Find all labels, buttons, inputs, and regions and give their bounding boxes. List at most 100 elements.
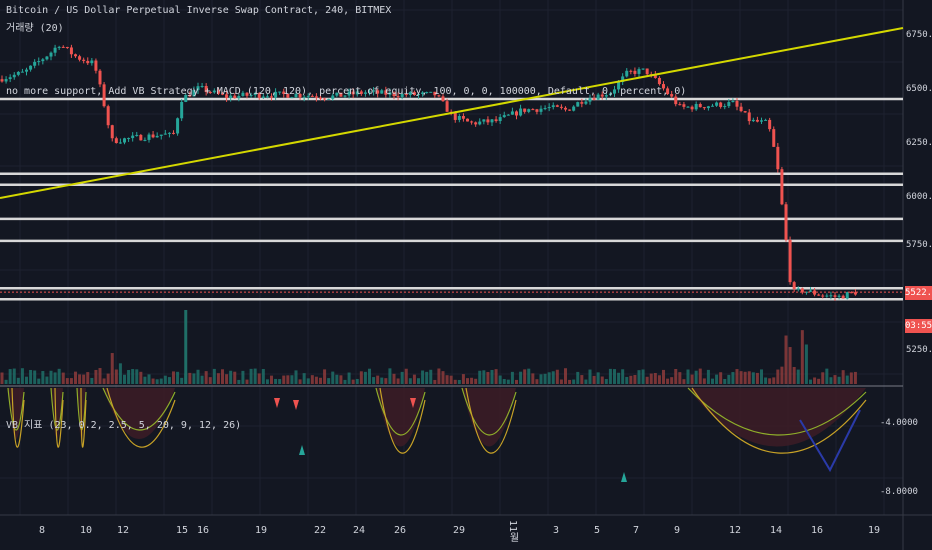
candle-body — [784, 204, 788, 240]
candle-body — [645, 68, 649, 75]
volume-bar — [662, 369, 665, 384]
volume-bar — [41, 371, 45, 384]
volume-bar — [498, 375, 502, 384]
indicator-band-fill — [51, 388, 63, 439]
volume-bar — [184, 310, 188, 384]
volume-bar — [519, 371, 523, 384]
volume-bar — [196, 369, 200, 384]
candle-body — [143, 139, 147, 141]
volume-bar — [347, 372, 351, 384]
candle-body — [155, 135, 159, 138]
indicator-band-fill — [462, 388, 516, 447]
indicator-line-green — [687, 387, 867, 436]
volume-bar — [568, 379, 572, 384]
volume-bar — [637, 370, 641, 384]
volume-bar — [739, 371, 743, 384]
candle-body — [270, 96, 273, 98]
candle-body — [86, 60, 90, 64]
candle-body — [388, 92, 392, 95]
candle-body — [310, 95, 314, 97]
candle-body — [229, 95, 233, 98]
volume-bar — [102, 378, 106, 384]
volume-bar — [82, 374, 86, 384]
volume-bar — [780, 366, 784, 384]
candle-body — [37, 61, 41, 63]
volume-bar — [114, 369, 118, 384]
candle-body — [494, 119, 498, 122]
candle-body — [314, 96, 318, 98]
candle-body — [118, 142, 122, 144]
volume-bar — [621, 369, 625, 384]
indicator-line-green — [50, 387, 64, 431]
indicator-tick: -4.0000 — [880, 418, 918, 428]
volume-bar — [670, 377, 674, 384]
candle-body — [180, 101, 184, 119]
volume-bar — [482, 370, 486, 384]
volume-bar — [57, 368, 61, 384]
volume-bar — [572, 379, 576, 384]
candle-body — [437, 95, 441, 97]
volume-bar — [604, 379, 608, 384]
indicator-line-green — [102, 387, 176, 431]
candle-body — [568, 109, 572, 111]
indicator-tick: -8.0000 — [880, 487, 918, 497]
candle-body — [666, 88, 670, 95]
candle-body — [453, 112, 457, 120]
candle-body — [25, 69, 28, 72]
candle-body — [69, 47, 73, 55]
candle-body — [49, 52, 53, 57]
price-tick: 5750.0 — [906, 240, 932, 250]
time-tick-month: 11월 — [507, 520, 518, 543]
indicator-line-green — [461, 387, 517, 436]
candle-body — [45, 56, 49, 60]
volume-bar — [123, 374, 126, 384]
candle-body — [172, 132, 175, 134]
volume-bar — [380, 377, 384, 384]
volume-bar — [698, 368, 702, 384]
candle-body — [298, 93, 302, 98]
candle-body — [466, 118, 469, 122]
volume-bar — [853, 371, 857, 384]
volume-bar — [278, 379, 282, 384]
candle-body — [596, 94, 600, 100]
time-tick: 7 — [633, 525, 640, 536]
volume-bar — [788, 347, 792, 384]
candle-body — [702, 107, 706, 109]
volume-bar — [392, 373, 396, 384]
candle-body — [257, 93, 261, 98]
time-tick: 15 — [176, 525, 189, 536]
volume-bar — [127, 370, 131, 384]
volume-bar — [768, 378, 772, 384]
volume-bar — [331, 371, 335, 384]
candle-body — [588, 98, 592, 102]
candle-body — [90, 60, 94, 64]
volume-bar — [135, 369, 139, 384]
volume-bar — [429, 369, 433, 384]
volume-bar — [167, 377, 171, 384]
candle-body — [735, 100, 739, 107]
volume-bar — [539, 374, 543, 384]
volume-bar — [490, 369, 494, 384]
candle-body — [800, 288, 804, 293]
volume-bar — [8, 369, 12, 384]
volume-bar — [792, 367, 796, 384]
candle-body — [8, 77, 12, 80]
candle-body — [470, 121, 474, 123]
volume-bar — [376, 375, 380, 384]
candle-body — [282, 91, 286, 94]
candle-body — [621, 76, 625, 82]
candle-body — [555, 105, 559, 107]
candle-body — [706, 106, 710, 109]
candle-body — [641, 68, 645, 70]
volume-bar — [784, 335, 788, 384]
candle-body — [510, 111, 514, 115]
candle-body — [629, 70, 633, 72]
time-tick: 22 — [314, 525, 327, 536]
candle-body — [131, 135, 135, 139]
candle-body — [74, 54, 77, 57]
candle-body — [294, 93, 298, 98]
candle-body — [78, 56, 82, 60]
candle-body — [61, 46, 65, 48]
volume-bar — [686, 369, 690, 384]
volume-bar — [555, 369, 559, 384]
